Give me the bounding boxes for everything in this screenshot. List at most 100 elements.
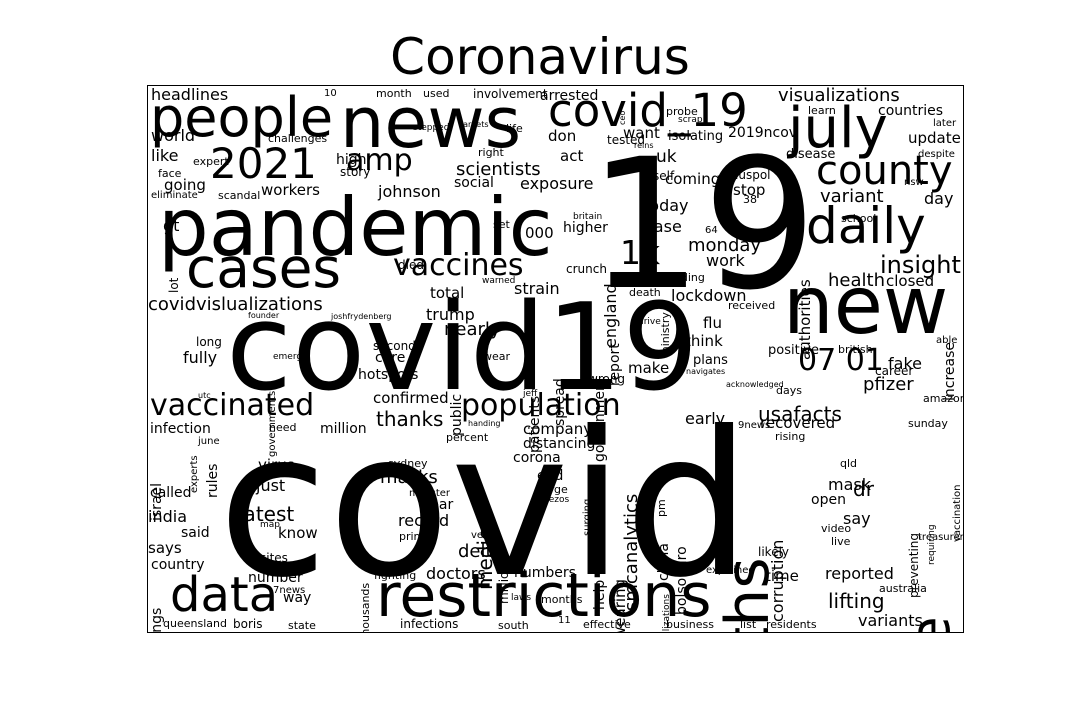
word-high: high xyxy=(336,152,367,168)
word-death: death xyxy=(629,286,661,299)
word-covidvisualizations: covidvisualizations xyxy=(662,594,672,632)
word-covid-19: covid_19 xyxy=(548,85,748,137)
word-authorities: authorities xyxy=(796,279,814,360)
word-like: like xyxy=(151,146,179,165)
word-vaccines: vaccines xyxy=(393,248,524,283)
word-list: list xyxy=(740,618,757,631)
word-involvement: involvement xyxy=(473,87,548,101)
word-thousands: thousands xyxy=(359,582,372,633)
word-way: way xyxy=(283,590,312,606)
word-face: face xyxy=(158,167,182,180)
word-england: england xyxy=(601,283,620,348)
word-probe: probe xyxy=(666,105,698,118)
word-sites: sites xyxy=(260,551,288,565)
wordcloud: covid19covid19pandemicnewsnewdeathsvacci… xyxy=(147,85,964,633)
word-need: need xyxy=(269,421,297,434)
word-confirmed: confirmed xyxy=(373,389,449,407)
word-right: right xyxy=(478,146,504,159)
word-going: going xyxy=(164,176,206,194)
word-career: career xyxy=(875,364,914,378)
word-fake: fake xyxy=(888,354,922,373)
word-pandemic: pandemic xyxy=(158,181,553,274)
word-qld: qld xyxy=(840,457,858,470)
word-surging: surging xyxy=(582,498,593,536)
word-story: story xyxy=(340,165,371,179)
word-just: just xyxy=(256,476,286,495)
word-british: british xyxy=(838,343,873,356)
word-fully: fully xyxy=(183,348,218,367)
word-know: know xyxy=(278,524,318,542)
word-laws: laws xyxy=(511,593,532,603)
word-expert: expert xyxy=(193,155,229,168)
word-died: died xyxy=(398,258,424,272)
word-want: want xyxy=(623,124,660,142)
word-vaccination: vaccination xyxy=(952,484,963,542)
word-rising: rising xyxy=(775,430,806,443)
word-daily: daily xyxy=(806,197,926,255)
word-minister: minister xyxy=(409,488,451,499)
word-business: business xyxy=(666,618,714,631)
word-doctors: doctors xyxy=(426,564,486,583)
word-fighting: fighting xyxy=(374,569,417,582)
word-explained: explained xyxy=(706,565,755,576)
word-covidvislualizations: covidvislualizations xyxy=(148,294,323,315)
word-crunch: crunch xyxy=(566,262,607,276)
word-china: china xyxy=(656,543,672,581)
word-lockdown: lockdown xyxy=(671,286,747,305)
word-treasurer: treasurer xyxy=(918,532,964,543)
word-infections: infections xyxy=(400,617,459,631)
word-challenges: challenges xyxy=(268,132,328,145)
word-county: county xyxy=(816,148,953,194)
word-11: 11 xyxy=(558,615,571,626)
word-school: school xyxy=(841,212,877,225)
word-000: 000 xyxy=(525,224,554,242)
word-record: record xyxy=(398,511,450,530)
word-vaccinated: vaccinated xyxy=(150,388,315,423)
word-despite: despite xyxy=(918,149,955,160)
word-monday: monday xyxy=(688,235,762,256)
word-life: life xyxy=(506,122,523,135)
word-joshfrydenberg: joshfrydenberg xyxy=(331,312,392,321)
word-emerge: emerge xyxy=(273,352,308,362)
word-hotspots: hotspots xyxy=(358,367,419,383)
word-johnson: johnson xyxy=(378,182,441,201)
word-variant: variant xyxy=(820,186,884,207)
word-self: self xyxy=(653,169,675,183)
word-virus: virus xyxy=(258,456,295,474)
word-auspol: auspol xyxy=(731,168,771,182)
word-company: company xyxy=(523,420,593,438)
word-coming: coming xyxy=(665,170,721,188)
word-july: july xyxy=(788,96,888,161)
word-data: data xyxy=(170,567,279,623)
word-case: case xyxy=(645,217,682,236)
word-days: days xyxy=(776,384,802,397)
word-able: able xyxy=(936,335,958,346)
word-38: 38 xyxy=(743,193,757,206)
word-used: used xyxy=(423,87,450,100)
word-scrap: scrap xyxy=(678,115,703,125)
word-reins: reins xyxy=(634,141,654,150)
word-covid19: covid19 xyxy=(226,279,699,418)
word-reported: reported xyxy=(825,564,894,583)
word-amp: amp xyxy=(346,143,413,178)
word-people: people xyxy=(150,86,334,149)
word-closed: closed xyxy=(886,272,935,290)
word-governments: governments xyxy=(267,390,278,457)
word-restrictions: restrictions xyxy=(376,561,712,631)
word-bolsonaro: bolsonaro xyxy=(674,546,690,615)
word-received: received xyxy=(728,299,776,312)
word-19: 19 xyxy=(588,121,818,330)
word-boris: boris xyxy=(233,617,263,631)
word-infection: infection xyxy=(150,421,211,437)
word-07-01: 07 01 xyxy=(798,343,884,378)
word-flu: flu xyxy=(703,314,722,332)
word-preventing: preventing xyxy=(907,532,921,598)
word-rules: rules xyxy=(205,463,221,498)
word-later: later xyxy=(933,118,957,129)
word-news: news xyxy=(340,85,522,164)
word-called: called xyxy=(150,485,192,501)
word-7news: 7news xyxy=(273,585,306,596)
word-thanks: thanks xyxy=(376,407,444,431)
word-new: new xyxy=(783,259,949,352)
word-pm: pm xyxy=(655,499,668,517)
